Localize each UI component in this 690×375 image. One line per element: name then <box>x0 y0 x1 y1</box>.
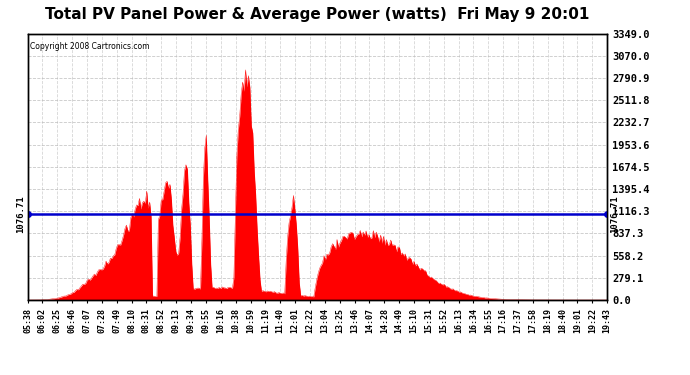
Text: Copyright 2008 Cartronics.com: Copyright 2008 Cartronics.com <box>30 42 150 51</box>
Text: 1076.71: 1076.71 <box>16 196 25 233</box>
Text: Total PV Panel Power & Average Power (watts)  Fri May 9 20:01: Total PV Panel Power & Average Power (wa… <box>46 8 589 22</box>
Text: 1076.71: 1076.71 <box>610 196 619 233</box>
